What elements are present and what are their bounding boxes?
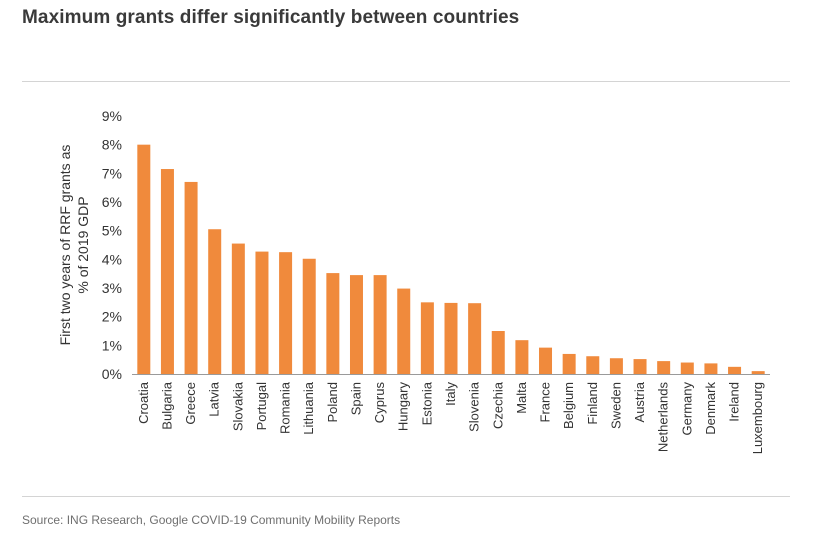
y-tick-label: 1% [102,337,122,353]
x-tick-label-malta: Malta [514,381,529,414]
bar-poland [326,273,340,374]
x-tick-label-slovakia: Slovakia [230,381,245,431]
x-tick-label-hungary: Hungary [396,382,411,432]
y-tick-label: 4% [102,251,122,267]
bar-hungary [397,288,411,374]
bar-romania [279,252,293,374]
x-tick-label-france: France [538,382,553,422]
bar-greece [184,181,198,374]
bar-bulgaria [160,169,174,374]
bar-denmark [704,363,718,374]
bar-luxembourg [751,371,765,374]
x-tick-label-croatia: Croatia [136,381,151,424]
bar-czechia [491,331,505,374]
x-tick-label-slovenia: Slovenia [467,381,482,432]
y-axis: 0% 1% 2% 3% 4% 5% 6% 7% 8% 9% [102,108,122,382]
x-tick-label-latvia: Latvia [207,381,222,416]
y-axis-title: First two years of RRF grants as % of 20… [57,145,91,346]
bar-austria [633,359,647,374]
bar-belgium [562,353,576,374]
x-tick-label-netherlands: Netherlands [656,382,671,453]
bar-estonia [420,302,434,374]
x-tick-label-cyprus: Cyprus [372,382,387,424]
bar-finland [586,356,600,374]
bar-spain [349,275,363,374]
y-axis-title-line-2: % of 2019 GDP [75,196,91,293]
x-tick-label-sweden: Sweden [608,382,623,429]
x-tick-label-lithuania: Lithuania [301,381,316,435]
bar-croatia [137,144,151,374]
x-tick-label-luxembourg: Luxembourg [750,382,765,454]
bar-sweden [609,358,623,374]
bar-chart: First two years of RRF grants as % of 20… [57,108,770,454]
x-tick-label-ireland: Ireland [727,382,742,422]
bar-malta [515,340,529,374]
x-tick-label-estonia: Estonia [419,381,434,425]
x-tick-label-bulgaria: Bulgaria [159,381,174,429]
y-tick-label: 9% [102,108,122,124]
x-tick-label-spain: Spain [348,382,363,415]
bar-lithuania [302,258,316,374]
y-tick-label: 5% [102,223,122,239]
bar-france [539,347,553,374]
chart-title: Maximum grants differ significantly betw… [22,7,520,28]
y-tick-label: 6% [102,194,122,210]
y-tick-label: 0% [102,366,122,382]
y-axis-title-line-1: First two years of RRF grants as [57,145,73,346]
bar-portugal [255,251,269,374]
x-axis-labels: Croatia Bulgaria Greece Latvia Slovakia Portu… [136,381,765,454]
x-tick-label-italy: Italy [443,382,458,406]
bar-netherlands [657,361,671,374]
x-tick-label-austria: Austria [632,381,647,422]
x-tick-label-germany: Germany [679,382,694,436]
bar-slovakia [231,243,245,374]
y-tick-label: 3% [102,280,122,296]
x-tick-label-portugal: Portugal [254,382,269,431]
bar-germany [680,362,694,374]
x-tick-label-finland: Finland [585,382,600,425]
y-tick-label: 8% [102,137,122,153]
source-note: Source: ING Research, Google COVID-19 Co… [22,513,401,527]
bar-ireland [728,366,742,374]
bar-italy [444,302,458,374]
x-tick-label-belgium: Belgium [561,382,576,429]
x-tick-label-poland: Poland [325,382,340,422]
top-divider [22,81,790,82]
x-tick-label-czechia: Czechia [490,381,505,429]
bottom-divider [22,496,790,497]
x-tick-label-greece: Greece [183,382,198,425]
y-tick-label: 7% [102,165,122,181]
x-tick-label-romania: Romania [278,381,293,434]
bars-group [137,144,765,374]
x-tick-label-denmark: Denmark [703,382,718,435]
bar-cyprus [373,275,387,374]
bar-latvia [208,229,222,374]
y-tick-label: 2% [102,309,122,325]
bar-slovenia [468,303,482,374]
